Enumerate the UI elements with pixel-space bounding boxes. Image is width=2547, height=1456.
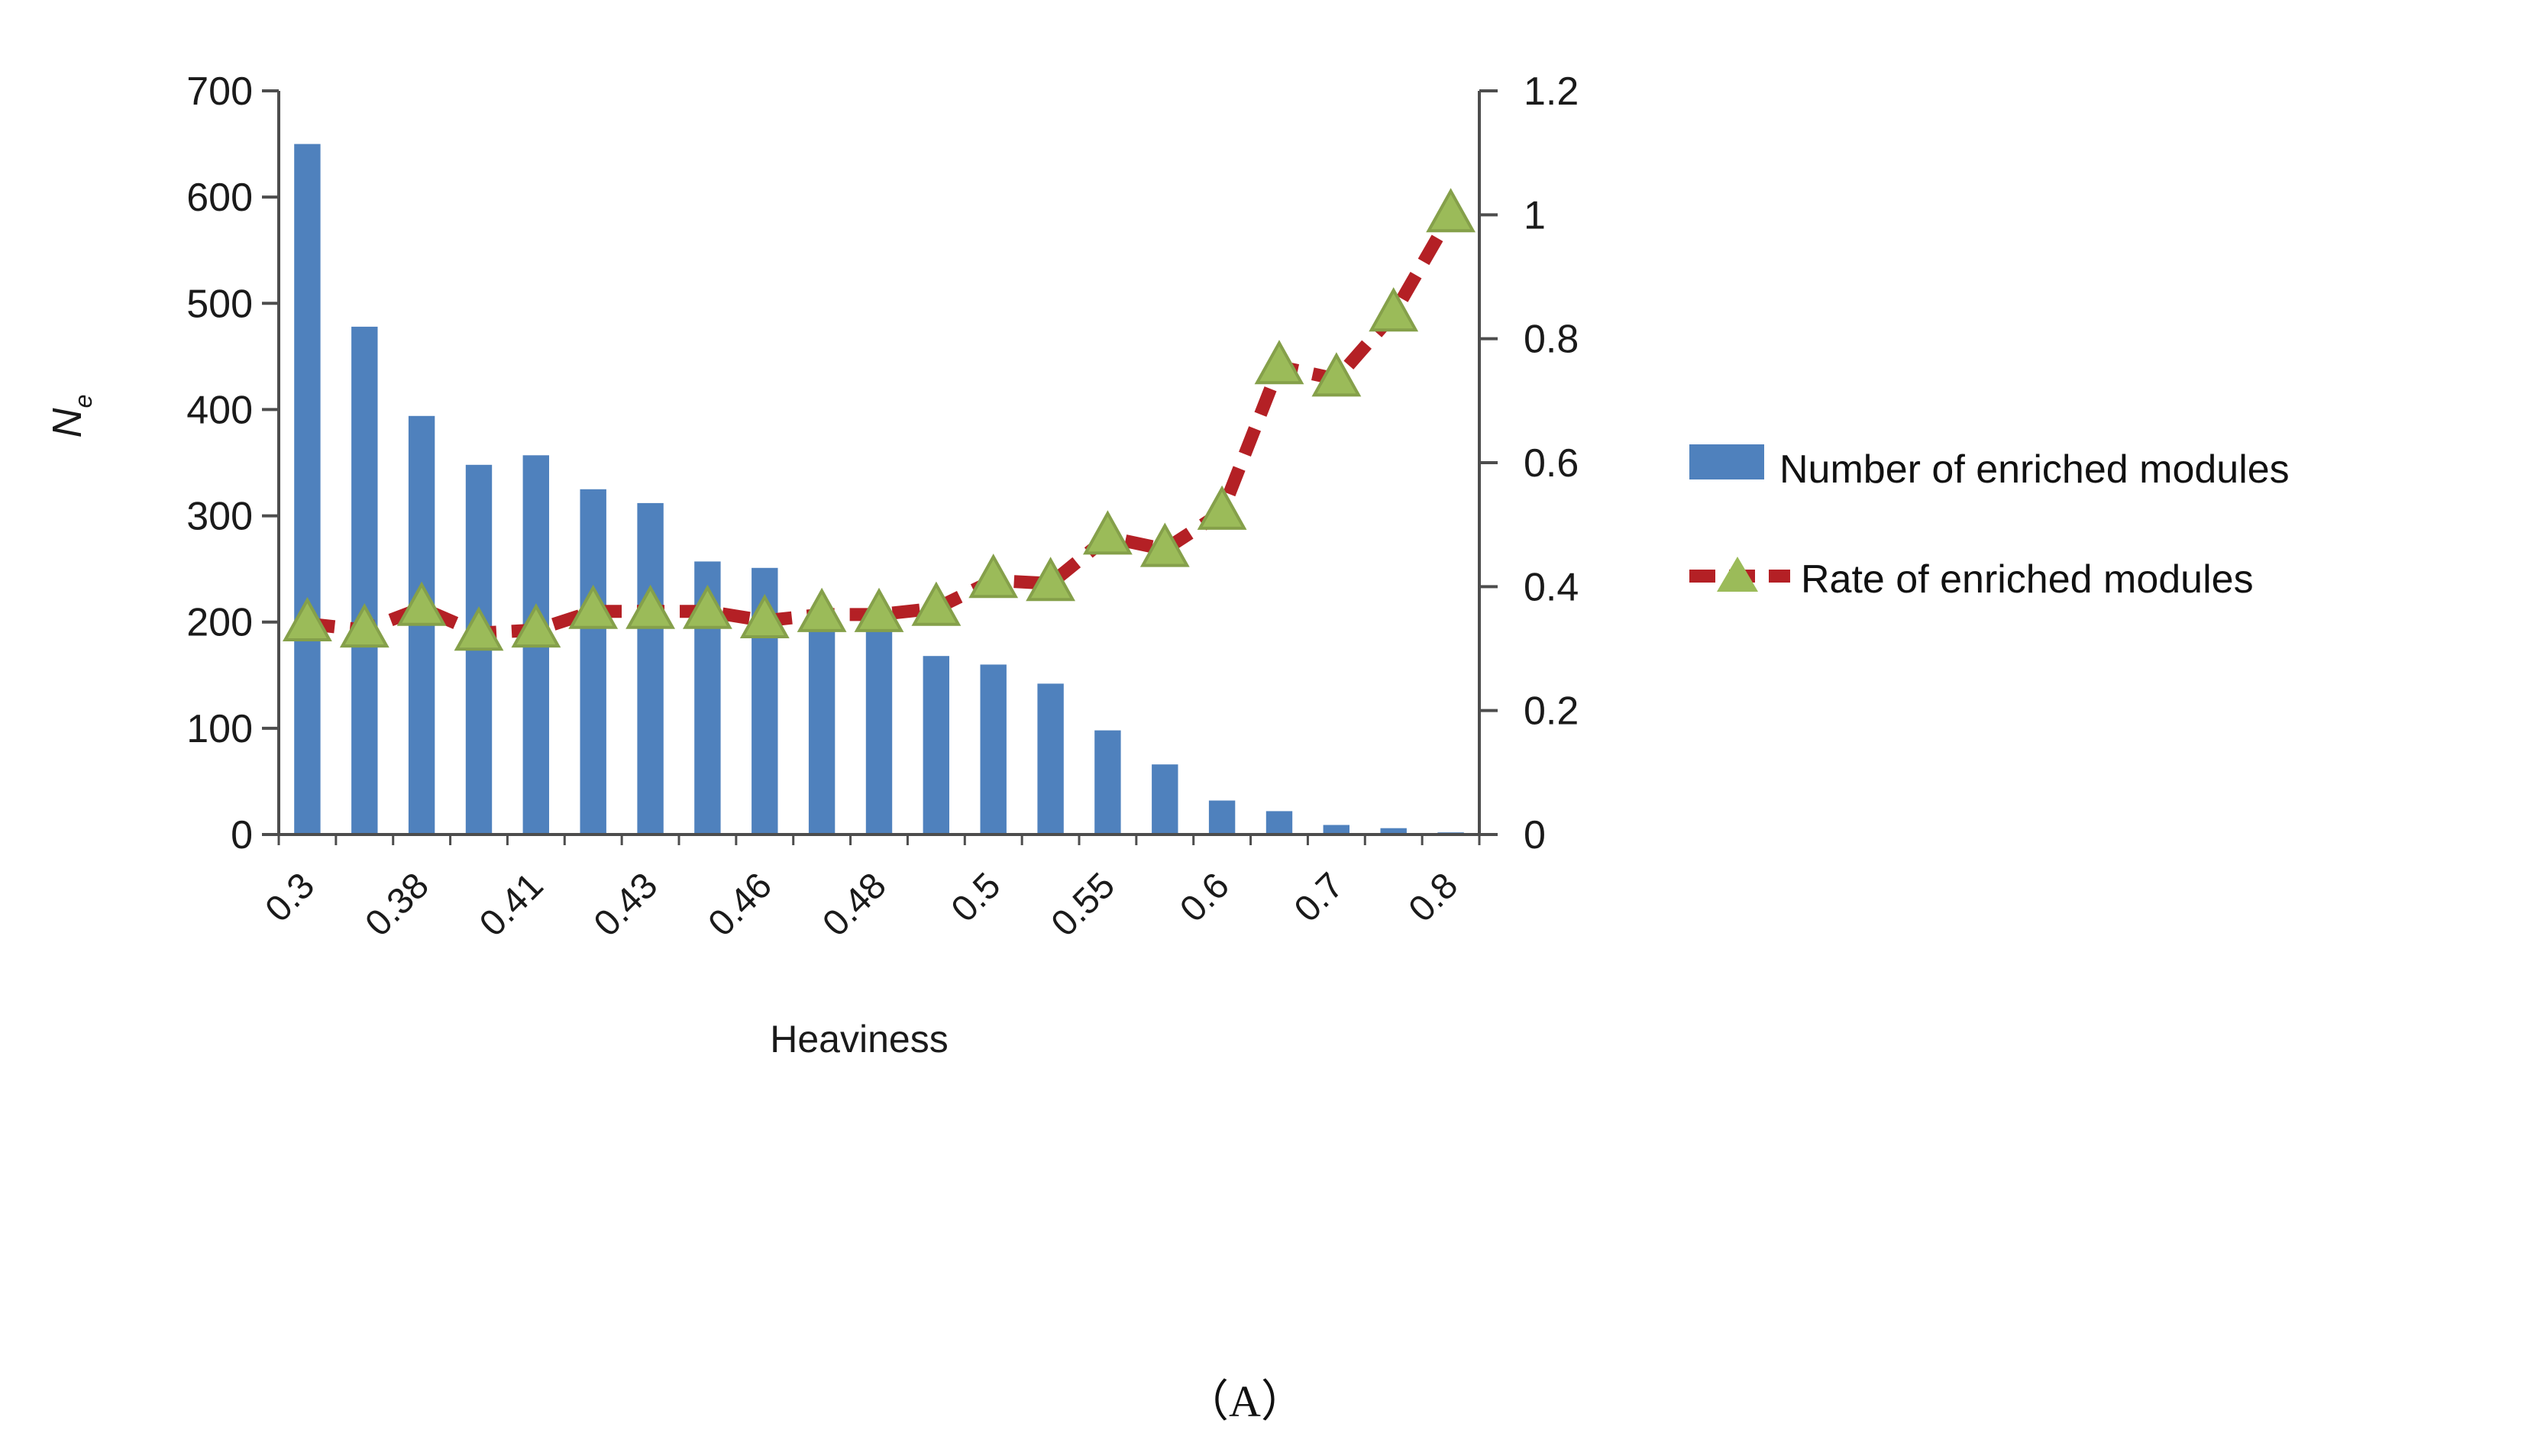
triangle-marker-icon [454, 606, 504, 651]
bar [1208, 800, 1236, 835]
bar [980, 664, 1007, 835]
triangle-marker-icon [739, 593, 790, 638]
bar [1152, 764, 1178, 835]
bar-series-swatch-icon [1689, 444, 1764, 479]
line-series-marker-icon [1689, 554, 1790, 598]
triangle-marker-icon [282, 596, 332, 641]
right-tick-label: 0.8 [1524, 318, 1579, 362]
triangle-marker-icon [396, 581, 447, 626]
right-tick-label: 0 [1524, 813, 1546, 857]
left-tick-label: 200 [186, 601, 253, 645]
triangle-marker-icon [1254, 340, 1304, 385]
x-tick-label: 0.43 [587, 865, 666, 944]
bar [637, 502, 664, 835]
triangle-marker-icon [625, 584, 676, 629]
triangle-marker-icon [797, 587, 847, 632]
x-tick-label: 0.46 [701, 865, 781, 944]
x-tick-label: 0.48 [815, 865, 894, 944]
right-tick-label: 0.4 [1524, 565, 1579, 609]
triangle-marker-icon [1139, 522, 1190, 567]
left-axis-title: Ne [44, 394, 97, 437]
x-tick-label: 0.3 [258, 865, 323, 930]
panel-caption: （A） [1185, 1377, 1305, 1426]
triangle-marker-icon [339, 602, 389, 648]
bar [923, 656, 949, 835]
right-tick-label: 1.2 [1524, 69, 1579, 114]
right-tick-label: 0.6 [1524, 441, 1579, 486]
bar [1265, 811, 1293, 835]
triangle-marker-icon [511, 602, 561, 648]
legend-label-line: Rate of enriched modules [1801, 557, 2254, 602]
triangle-marker-icon [1369, 287, 1419, 332]
triangle-marker-icon [1197, 485, 1247, 530]
left-tick-label: 400 [186, 388, 253, 432]
left-tick-label: 500 [186, 282, 253, 326]
x-tick-label: 0.55 [1044, 865, 1123, 944]
bar [1094, 730, 1121, 835]
x-tick-label: 0.38 [357, 865, 437, 944]
triangle-marker-icon [1426, 188, 1476, 233]
legend-item-line: Rate of enriched modules [1689, 549, 2537, 605]
legend-label-bars: Number of enriched modules [1779, 447, 2290, 492]
left-tick-label: 700 [186, 69, 253, 114]
bar [580, 489, 606, 835]
left-tick-label: 0 [231, 813, 253, 857]
x-tick-label: 0.5 [944, 865, 1009, 930]
legend-triangle-icon [1717, 556, 1758, 592]
triangle-marker-icon [911, 581, 962, 626]
bar [294, 144, 321, 835]
bar [351, 326, 378, 835]
bar [865, 628, 893, 835]
left-tick-label: 100 [186, 707, 253, 751]
triangle-marker-icon [682, 584, 732, 629]
left-tick-label: 600 [186, 176, 253, 220]
x-tick-label: 0.7 [1287, 865, 1352, 930]
x-tick-label: 0.41 [472, 865, 551, 944]
triangle-marker-icon [854, 587, 904, 632]
x-tick-label: 0.8 [1401, 865, 1466, 930]
bar [1323, 825, 1349, 835]
right-tick-label: 0.2 [1524, 689, 1579, 734]
triangle-marker-icon [1082, 510, 1133, 555]
bar [1037, 683, 1064, 835]
legend-item-bars: Number of enriched modules [1689, 434, 2537, 506]
triangle-marker-icon [568, 584, 619, 629]
bar [808, 626, 836, 835]
right-tick-label: 1 [1524, 193, 1546, 237]
x-tick-label: 0.6 [1172, 865, 1237, 930]
triangle-marker-icon [968, 554, 1019, 599]
triangle-marker-icon [1311, 352, 1362, 397]
triangle-marker-icon [1026, 557, 1076, 602]
left-tick-label: 300 [186, 495, 253, 539]
bar [1380, 828, 1407, 835]
x-axis-title: Heaviness [770, 1018, 948, 1061]
legend: Number of enriched modules Rate of enric… [1689, 434, 2537, 605]
